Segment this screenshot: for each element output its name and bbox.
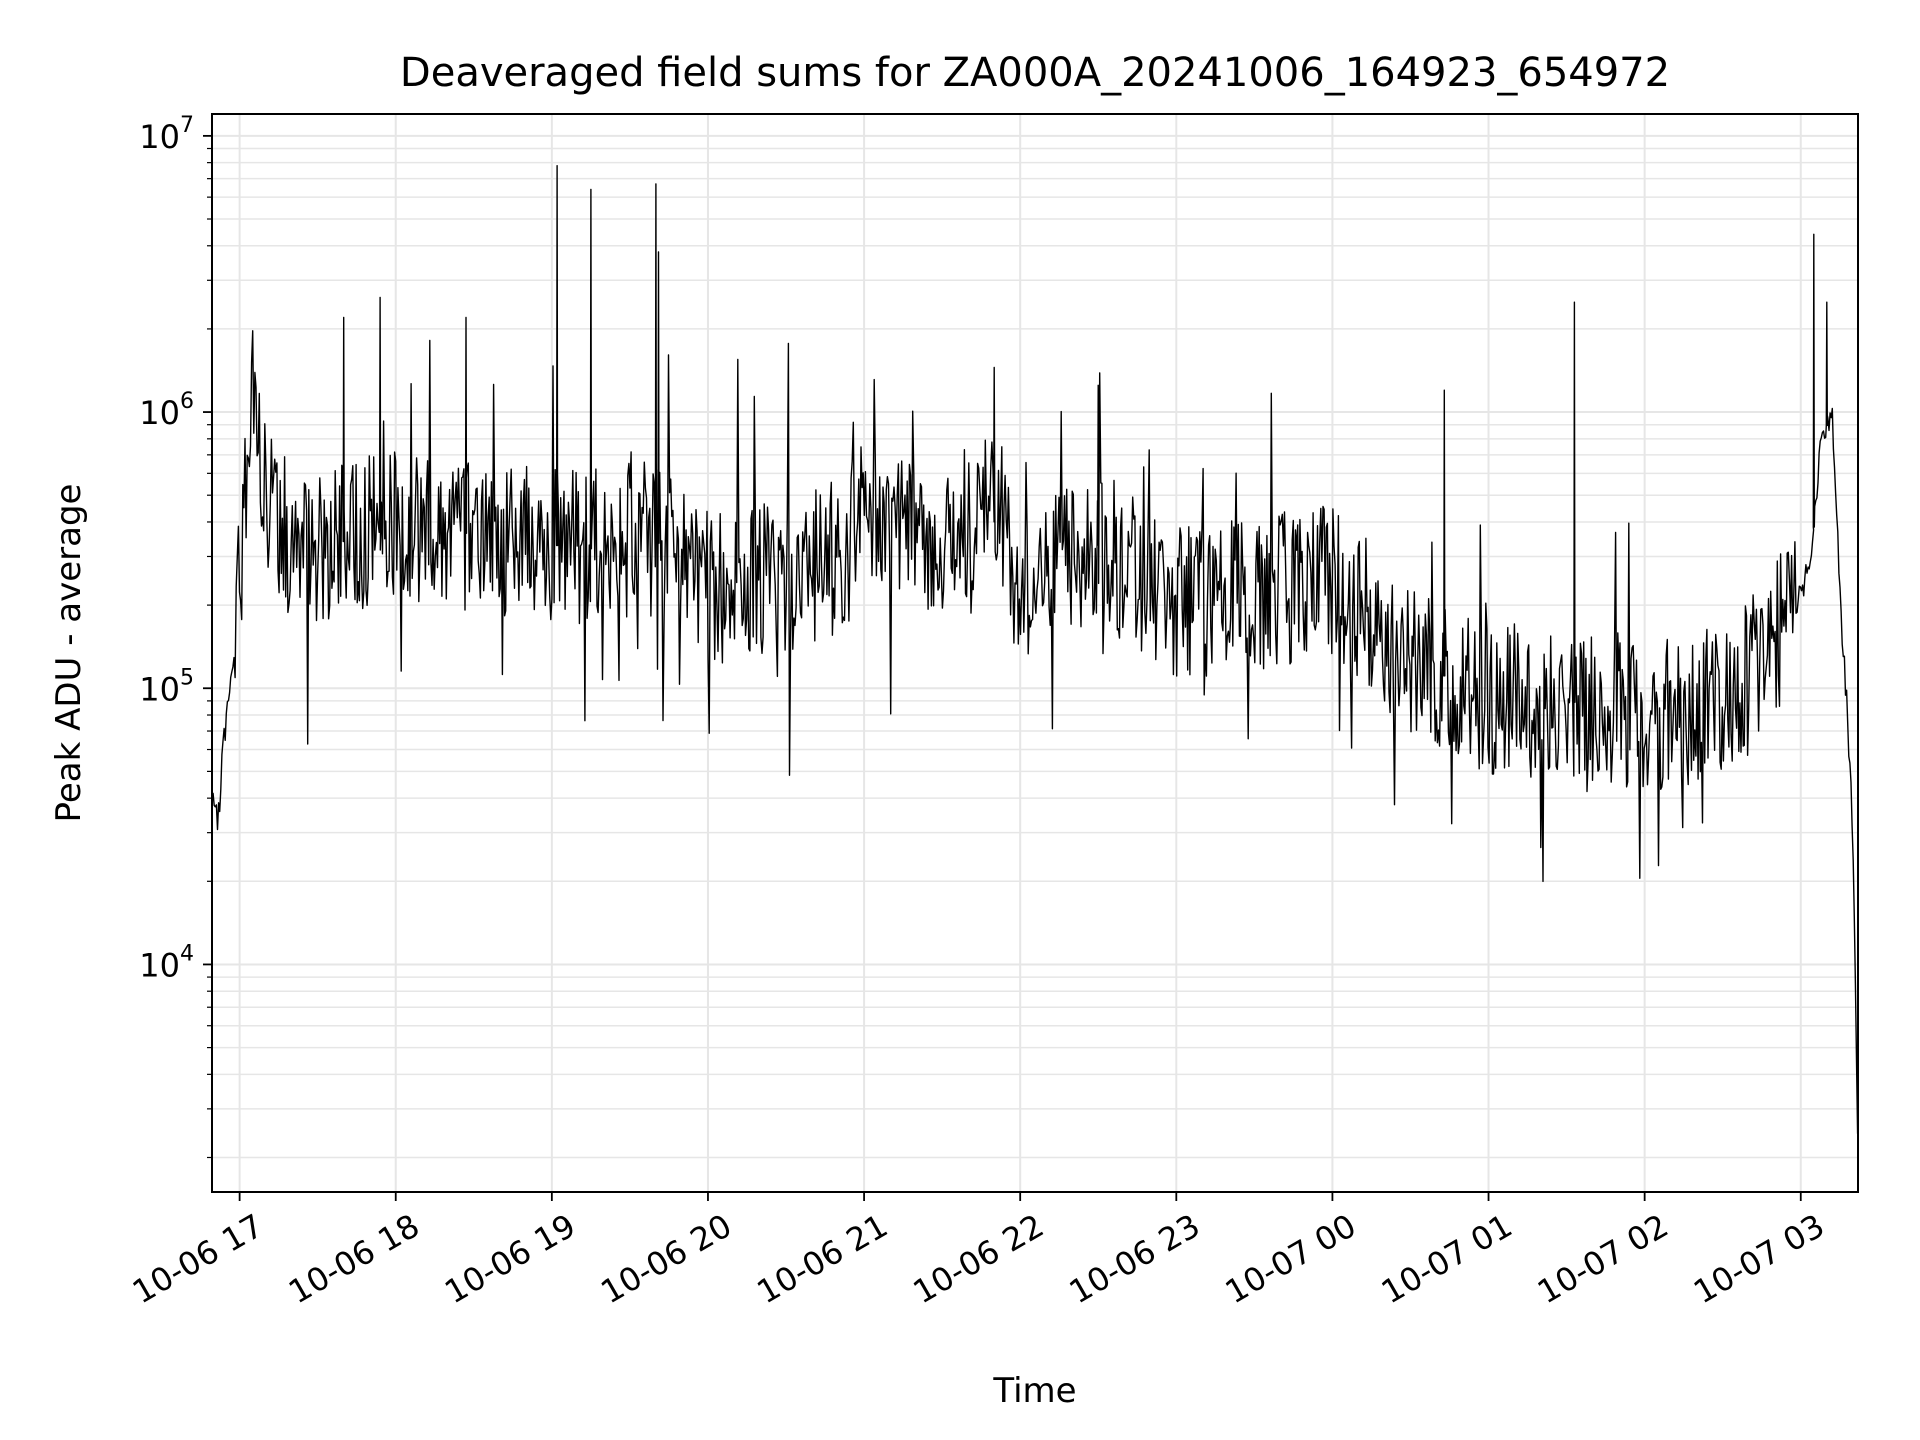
y-axis: 104 105 106 107 bbox=[139, 113, 212, 1159]
series-line bbox=[212, 165, 1858, 1134]
y-tick-label: 107 bbox=[139, 113, 194, 156]
y-tick-label: 106 bbox=[139, 389, 194, 432]
y-tick-label: 104 bbox=[139, 941, 194, 984]
y-tick-label: 105 bbox=[139, 665, 194, 708]
x-axis-label: Time bbox=[992, 1371, 1076, 1411]
grid bbox=[212, 114, 1858, 1192]
chart-title: Deaveraged field sums for ZA000A_2024100… bbox=[400, 50, 1670, 96]
y-axis-label: Peak ADU - average bbox=[49, 484, 89, 823]
plot-frame bbox=[211, 113, 1859, 1193]
